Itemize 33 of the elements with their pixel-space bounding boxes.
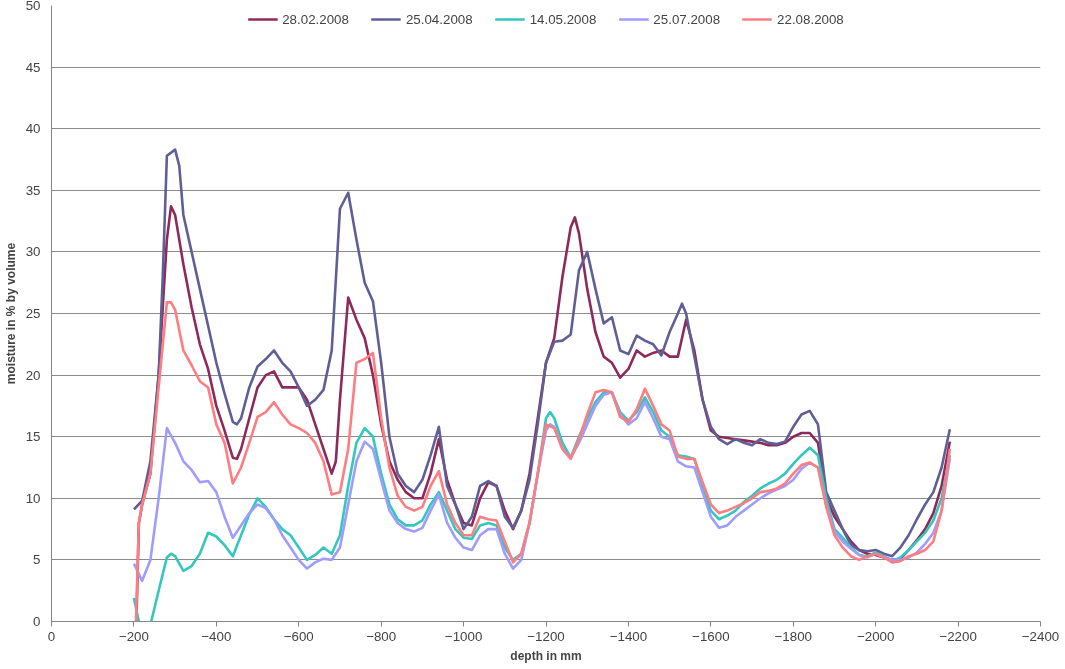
line-series: [134, 301, 952, 622]
y-tick-label: 15: [25, 429, 41, 445]
x-tick-label: −200: [118, 628, 149, 644]
y-tick-label: 5: [33, 552, 41, 568]
y-tick-label: 10: [25, 490, 41, 506]
y-tick-label: 0: [33, 614, 41, 629]
x-axis-title: depth in mm: [510, 648, 582, 663]
y-tick-label: 50: [25, 0, 41, 13]
x-tick-label: −1400: [609, 628, 648, 644]
y-tick-label: 25: [25, 306, 41, 321]
x-tick-label: −2000: [856, 628, 895, 644]
x-tick-label: −1200: [527, 628, 565, 644]
x-tick-label: −1800: [774, 628, 812, 644]
x-tick-label: −400: [201, 628, 232, 644]
x-tick-label: −2200: [939, 628, 977, 644]
x-tick-label: −2400: [1021, 628, 1060, 644]
legend-label: 14.05.2008: [529, 11, 597, 27]
line-series: [132, 148, 952, 558]
y-tick-label: 40: [25, 121, 41, 137]
y-tick-label: 35: [25, 182, 41, 198]
legend-label: 25.07.2008: [653, 11, 721, 27]
x-tick-label: −1000: [444, 628, 483, 644]
y-tick-label: 30: [25, 244, 41, 260]
x-tick-label: 0: [47, 628, 56, 644]
legend-label: 25.04.2008: [405, 11, 473, 27]
y-tick-label: 20: [25, 367, 41, 383]
y-axis-title: moisture in % by volume: [3, 242, 18, 385]
y-tick-label: 45: [25, 59, 41, 75]
x-tick-label: −800: [366, 628, 397, 644]
legend-label: 28.02.2008: [282, 11, 349, 27]
x-tick-label: −1600: [692, 628, 730, 644]
legend-label: 22.08.2008: [777, 11, 844, 27]
x-tick-label: −600: [283, 628, 314, 644]
